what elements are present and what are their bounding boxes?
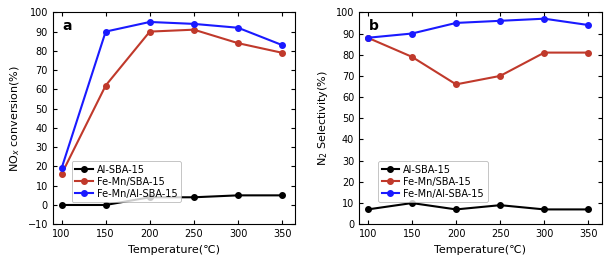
Al-SBA-15 [234, 194, 242, 197]
Text: a: a [62, 19, 72, 33]
X-axis label: Temperature(℃): Temperature(℃) [434, 245, 526, 255]
Al-SBA-15 [190, 196, 198, 199]
Fe-Mn/Al-SBA-15 [540, 17, 548, 20]
Al-SBA-15 [58, 203, 65, 206]
Fe-Mn/SBA-15 [146, 30, 154, 33]
Al-SBA-15 [585, 208, 592, 211]
Al-SBA-15 [146, 196, 154, 199]
Fe-Mn/SBA-15 [540, 51, 548, 54]
Al-SBA-15 [497, 204, 504, 207]
Y-axis label: N$_2$ Selectivity(%): N$_2$ Selectivity(%) [316, 70, 330, 166]
Fe-Mn/SBA-15 [234, 42, 242, 45]
Line: Fe-Mn/Al-SBA-15: Fe-Mn/Al-SBA-15 [59, 19, 285, 171]
Fe-Mn/Al-SBA-15 [279, 43, 286, 47]
Fe-Mn/Al-SBA-15 [497, 19, 504, 22]
Al-SBA-15 [364, 208, 371, 211]
Al-SBA-15 [453, 208, 460, 211]
Fe-Mn/SBA-15 [497, 74, 504, 78]
Line: Al-SBA-15: Al-SBA-15 [365, 200, 591, 212]
Al-SBA-15 [102, 203, 109, 206]
Fe-Mn/Al-SBA-15 [190, 22, 198, 26]
Line: Al-SBA-15: Al-SBA-15 [59, 193, 285, 208]
Line: Fe-Mn/SBA-15: Fe-Mn/SBA-15 [365, 35, 591, 87]
Legend: Al-SBA-15, Fe-Mn/SBA-15, Fe-Mn/Al-SBA-15: Al-SBA-15, Fe-Mn/SBA-15, Fe-Mn/Al-SBA-15 [378, 161, 487, 203]
Text: b: b [368, 19, 379, 33]
Fe-Mn/SBA-15 [453, 83, 460, 86]
Fe-Mn/SBA-15 [58, 173, 65, 176]
Fe-Mn/SBA-15 [102, 84, 109, 87]
Fe-Mn/Al-SBA-15 [102, 30, 109, 33]
Fe-Mn/Al-SBA-15 [234, 26, 242, 29]
Fe-Mn/SBA-15 [190, 28, 198, 31]
Fe-Mn/SBA-15 [279, 51, 286, 54]
Fe-Mn/SBA-15 [585, 51, 592, 54]
Fe-Mn/Al-SBA-15 [453, 21, 460, 24]
Line: Fe-Mn/Al-SBA-15: Fe-Mn/Al-SBA-15 [365, 16, 591, 41]
Fe-Mn/Al-SBA-15 [408, 32, 415, 35]
Fe-Mn/SBA-15 [364, 36, 371, 39]
Y-axis label: NO$_x$ conversion(%): NO$_x$ conversion(%) [9, 65, 22, 172]
Fe-Mn/Al-SBA-15 [146, 21, 154, 24]
Fe-Mn/Al-SBA-15 [58, 167, 65, 170]
Fe-Mn/SBA-15 [408, 55, 415, 58]
X-axis label: Temperature(℃): Temperature(℃) [128, 245, 220, 255]
Al-SBA-15 [408, 201, 415, 205]
Al-SBA-15 [540, 208, 548, 211]
Al-SBA-15 [279, 194, 286, 197]
Line: Fe-Mn/SBA-15: Fe-Mn/SBA-15 [59, 27, 285, 177]
Fe-Mn/Al-SBA-15 [585, 23, 592, 27]
Fe-Mn/Al-SBA-15 [364, 36, 371, 39]
Legend: Al-SBA-15, Fe-Mn/SBA-15, Fe-Mn/Al-SBA-15: Al-SBA-15, Fe-Mn/SBA-15, Fe-Mn/Al-SBA-15 [71, 161, 181, 203]
